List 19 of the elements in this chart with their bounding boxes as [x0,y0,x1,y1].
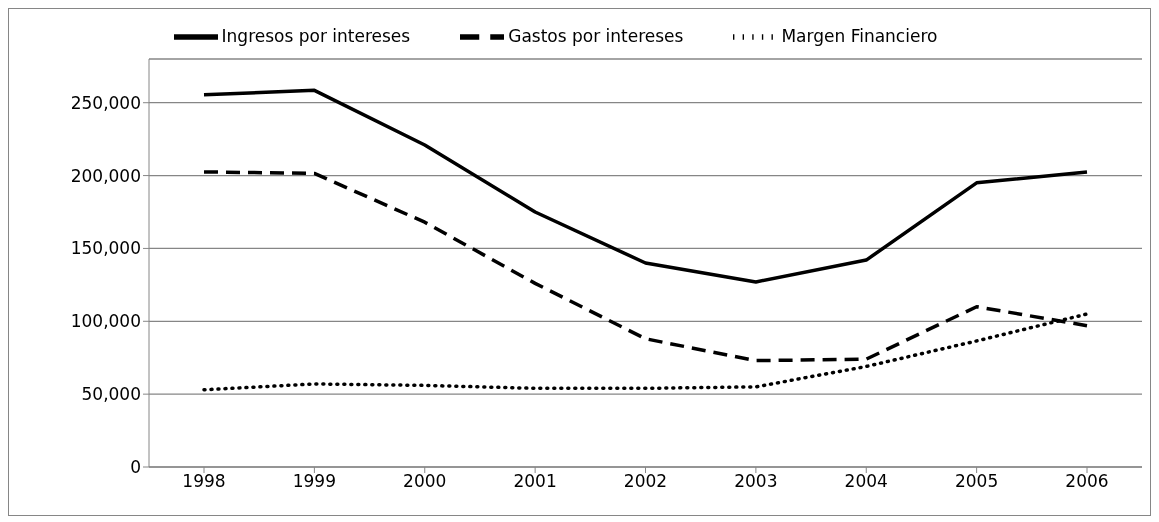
x-tick-label: 1998 [182,471,226,492]
x-tick-label: 2006 [1065,471,1109,492]
y-tick-label: 50,000 [81,384,141,405]
y-tick-label: 100,000 [70,311,141,332]
y-tick-label: 200,000 [70,165,141,186]
x-tick-label: 2000 [403,471,447,492]
x-tick-label: 2001 [513,471,557,492]
y-tick-label: 150,000 [70,238,141,259]
x-tick-label: 2002 [623,471,668,492]
legend-label: Margen Financiero [781,26,938,46]
x-tick-label: 1999 [292,471,337,492]
x-tick-label: 2004 [844,471,888,492]
y-tick-label: 250,000 [70,92,141,113]
y-tick-label: 0 [130,457,141,478]
line-series [202,88,1089,284]
legend-label: Gastos por intereses [508,26,684,46]
legend-label: Ingresos por intereses [221,26,411,46]
x-tick-label: 2005 [954,471,999,492]
x-tick-label: 2003 [734,471,778,492]
